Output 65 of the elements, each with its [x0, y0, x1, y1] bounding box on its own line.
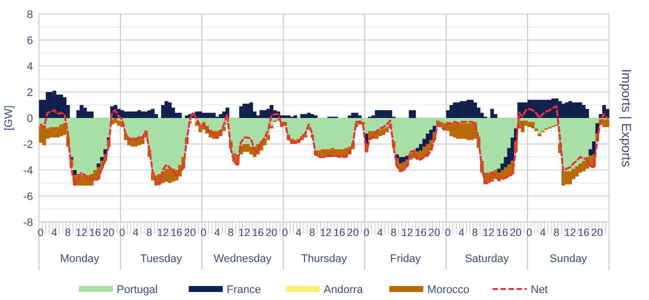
x-tick-label: 0	[200, 227, 207, 239]
legend-label: Portugal	[116, 284, 158, 296]
x-tick-label: 20	[346, 227, 359, 239]
y-tick-label: 6	[26, 34, 33, 47]
x-tick-label: 20	[184, 227, 196, 239]
y-tick-label: 4	[26, 60, 33, 73]
x-tick-label: 12	[238, 227, 250, 239]
x-tick-label: 12	[401, 227, 414, 239]
x-tick-label: 4	[132, 227, 139, 239]
legend-label: Morocco	[427, 284, 470, 296]
x-tick-label: 12	[564, 227, 576, 239]
y-tick-label: -2	[23, 138, 33, 151]
text: Friday	[390, 253, 422, 265]
x-tick-label: 4	[377, 227, 384, 239]
x-tick-label: 8	[64, 227, 71, 239]
y-tick-label: -4	[23, 164, 33, 177]
y-tick-label: -8	[23, 216, 33, 229]
x-tick-label: 8	[472, 227, 478, 239]
x-tick-label: 12	[320, 227, 332, 239]
x-tick-label: 4	[214, 227, 220, 239]
x-tick-label: 0	[526, 227, 532, 239]
x-tick-label: 16	[496, 227, 508, 239]
text: Tuesday	[140, 253, 183, 265]
y-axis-title: [GW]	[3, 105, 15, 131]
x-tick-label: 0	[119, 227, 126, 239]
text: Thursday	[301, 253, 348, 265]
x-tick-label: 12	[156, 227, 169, 239]
x-tick-label: 0	[363, 227, 370, 239]
x-tick-label: 20	[591, 227, 604, 239]
x-tick-label: 0	[38, 227, 44, 239]
x-tick-label: 4	[540, 227, 546, 239]
x-tick-label: 12	[76, 227, 88, 239]
y2-axis-title: Imports | Exports	[619, 68, 634, 168]
legend-label: France	[226, 284, 261, 296]
legend-label: Net	[530, 284, 548, 296]
x-tick-label: 20	[428, 227, 440, 239]
x-tick-label: 8	[146, 227, 152, 239]
x-tick-label: 16	[414, 227, 427, 239]
text: Sunday	[550, 253, 588, 265]
x-tick-label: 16	[170, 227, 182, 239]
x-tick-label: 20	[510, 227, 522, 239]
y-tick-label: -6	[23, 190, 33, 203]
x-tick-label: 8	[390, 227, 397, 239]
text: Wednesday	[214, 253, 272, 265]
y-tick-label: 0	[26, 112, 33, 125]
x-tick-label: 0	[444, 227, 451, 239]
x-tick-label: 16	[89, 227, 101, 239]
x-tick-label: 8	[228, 227, 234, 239]
x-tick-label: 16	[578, 227, 590, 239]
x-tick-label: 12	[482, 227, 495, 239]
x-tick-label: 0	[282, 227, 288, 239]
x-tick-label: 4	[458, 227, 464, 239]
x-tick-label: 4	[296, 227, 302, 239]
legend-label: Andorra	[324, 284, 364, 296]
y-tick-label: 2	[26, 86, 33, 99]
x-tick-label: 20	[102, 227, 115, 239]
x-tick-label: 4	[51, 227, 58, 239]
text: Monday	[60, 253, 100, 265]
text: Saturday	[464, 253, 510, 265]
y-tick-label: 8	[26, 8, 33, 21]
x-tick-label: 8	[309, 227, 316, 239]
x-tick-label: 8	[553, 227, 560, 239]
x-tick-label: 20	[266, 227, 278, 239]
x-tick-label: 16	[252, 227, 264, 239]
x-tick-label: 16	[333, 227, 346, 239]
